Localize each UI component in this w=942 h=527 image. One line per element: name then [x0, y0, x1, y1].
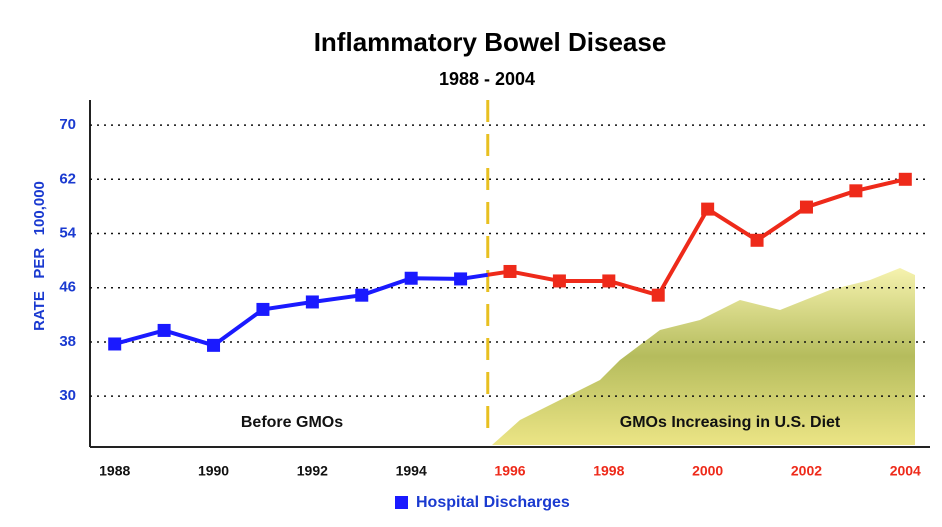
y-tick-label: 70 — [59, 116, 76, 133]
x-tick-label: 1992 — [297, 463, 328, 479]
y-tick-label: 30 — [59, 387, 76, 404]
data-point — [355, 289, 368, 302]
data-point — [800, 201, 813, 214]
data-point — [108, 337, 121, 350]
y-tick-label: 54 — [59, 224, 76, 241]
x-tick-label: 1998 — [593, 463, 624, 479]
legend-label: Hospital Discharges — [416, 494, 570, 511]
x-tick-label: 2000 — [692, 463, 723, 479]
chart: Inflammatory Bowel Disease 1988 - 2004 R… — [0, 0, 942, 527]
x-tick-label: 2002 — [791, 463, 822, 479]
data-point — [256, 303, 269, 316]
legend-swatch — [395, 496, 408, 509]
x-tick-label: 1994 — [396, 463, 427, 479]
x-tick-label: 2004 — [890, 463, 921, 479]
data-point — [553, 274, 566, 287]
annotation: Before GMOs — [241, 414, 343, 431]
chart-title: Inflammatory Bowel Disease — [314, 27, 667, 57]
x-tick-label: 1988 — [99, 463, 130, 479]
data-point — [158, 324, 171, 337]
chart-subtitle: 1988 - 2004 — [439, 69, 535, 89]
data-point — [207, 339, 220, 352]
data-point — [751, 234, 764, 247]
data-point — [454, 272, 467, 285]
x-tick-label: 1990 — [198, 463, 229, 479]
data-point — [306, 295, 319, 308]
data-point — [405, 272, 418, 285]
data-line — [510, 179, 905, 295]
data-point — [504, 265, 517, 278]
y-tick-label: 62 — [59, 170, 76, 187]
y-axis-label: RATE PER 100,000 — [31, 181, 48, 331]
y-tick-label: 38 — [59, 333, 76, 350]
data-point — [602, 274, 615, 287]
x-tick-label: 1996 — [494, 463, 525, 479]
data-point — [899, 173, 912, 186]
y-tick-label: 46 — [59, 279, 76, 296]
data-point — [652, 289, 665, 302]
data-point — [701, 203, 714, 216]
data-point — [849, 184, 862, 197]
annotation: GMOs Increasing in U.S. Diet — [620, 414, 841, 431]
